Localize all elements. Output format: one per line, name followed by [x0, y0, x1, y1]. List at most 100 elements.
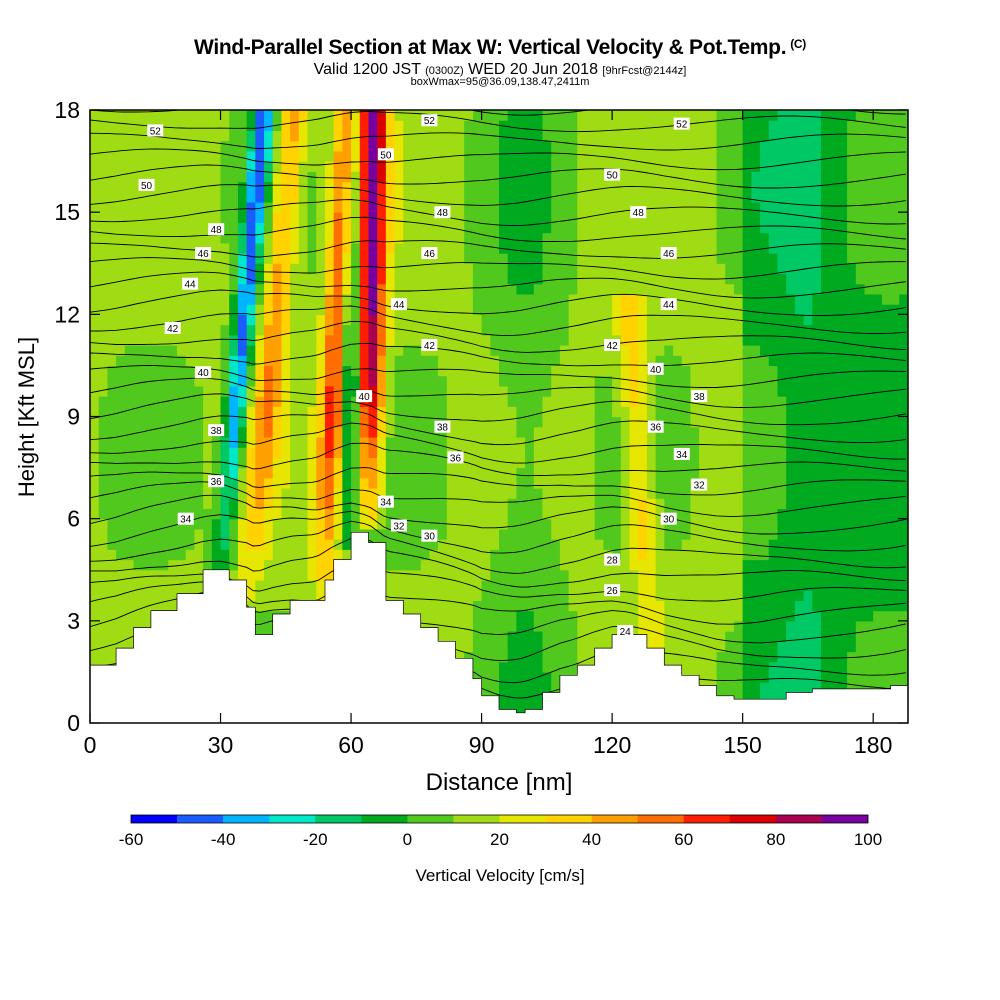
- velocity-cell: [490, 150, 500, 162]
- velocity-cell: [368, 324, 378, 336]
- velocity-cell: [394, 396, 404, 407]
- velocity-cell: [246, 375, 256, 387]
- velocity-cell: [655, 375, 665, 387]
- velocity-cell: [333, 110, 343, 121]
- velocity-cell: [516, 406, 526, 418]
- velocity-cell: [751, 344, 761, 356]
- velocity-cell: [638, 528, 648, 540]
- velocity-cell: [638, 569, 648, 581]
- velocity-cell: [725, 212, 735, 223]
- velocity-cell: [264, 181, 274, 193]
- velocity-cell: [107, 569, 117, 581]
- velocity-cell: [298, 344, 309, 356]
- velocity-cell: [742, 661, 752, 673]
- velocity-cell: [655, 631, 665, 642]
- velocity-cell: [577, 539, 587, 550]
- velocity-cell: [107, 610, 117, 622]
- velocity-cell: [246, 171, 256, 183]
- velocity-cell: [211, 232, 222, 244]
- velocity-cell: [559, 314, 570, 326]
- velocity-cell: [246, 406, 256, 418]
- velocity-cell: [394, 447, 404, 458]
- velocity-cell: [142, 539, 152, 550]
- velocity-cell: [342, 222, 352, 234]
- velocity-cell: [455, 263, 465, 275]
- velocity-cell: [803, 314, 813, 326]
- velocity-cell: [716, 120, 726, 132]
- velocity-cell: [342, 110, 352, 121]
- velocity-cell: [472, 110, 483, 121]
- velocity-cell: [481, 600, 491, 612]
- velocity-cell: [403, 539, 413, 550]
- velocity-cell: [664, 334, 674, 346]
- velocity-cell: [464, 304, 474, 315]
- velocity-cell: [542, 426, 552, 438]
- velocity-cell: [472, 477, 483, 489]
- velocity-cell: [551, 273, 561, 285]
- velocity-cell: [98, 406, 109, 418]
- velocity-cell: [133, 283, 143, 295]
- velocity-cell: [638, 273, 648, 285]
- velocity-cell: [281, 273, 291, 285]
- velocity-cell: [499, 385, 509, 397]
- velocity-cell: [90, 631, 100, 642]
- velocity-cell: [368, 171, 378, 183]
- velocity-cell: [351, 140, 361, 152]
- velocity-cell: [559, 488, 570, 499]
- velocity-cell: [464, 201, 474, 213]
- velocity-cell: [394, 426, 404, 438]
- velocity-cell: [803, 140, 813, 152]
- velocity-cell: [150, 539, 161, 550]
- velocity-cell: [499, 140, 509, 152]
- velocity-cell: [751, 467, 761, 479]
- velocity-cell: [568, 283, 578, 295]
- velocity-cell: [455, 314, 465, 326]
- velocity-cell: [455, 620, 465, 632]
- velocity-cell: [490, 293, 500, 305]
- velocity-cell: [655, 201, 665, 213]
- velocity-cell: [272, 334, 283, 346]
- velocity-cell: [316, 539, 326, 550]
- velocity-cell: [803, 110, 813, 121]
- velocity-cell: [629, 579, 639, 591]
- velocity-cell: [394, 253, 404, 264]
- velocity-cell: [159, 457, 169, 469]
- velocity-cell: [586, 375, 596, 387]
- velocity-cell: [586, 263, 596, 275]
- velocity-cell: [368, 334, 378, 346]
- velocity-cell: [603, 385, 613, 397]
- velocity-cell: [725, 498, 735, 510]
- velocity-cell: [646, 212, 657, 223]
- velocity-cell: [777, 344, 787, 356]
- velocity-cell: [533, 242, 544, 254]
- velocity-cell: [742, 150, 752, 162]
- velocity-cell: [507, 385, 518, 397]
- velocity-cell: [533, 436, 544, 448]
- velocity-cell: [455, 528, 465, 540]
- velocity-cell: [507, 447, 518, 458]
- velocity-cell: [638, 508, 648, 520]
- velocity-cell: [742, 488, 752, 499]
- velocity-cell: [768, 590, 779, 601]
- velocity-cell: [168, 375, 178, 387]
- velocity-cell: [655, 140, 665, 152]
- velocity-cell: [646, 283, 657, 295]
- velocity-cell: [411, 181, 422, 193]
- velocity-cell: [220, 150, 230, 162]
- velocity-cell: [733, 334, 744, 346]
- velocity-cell: [90, 600, 100, 612]
- velocity-cell: [411, 477, 422, 489]
- velocity-cell: [525, 661, 535, 673]
- velocity-cell: [594, 447, 605, 458]
- velocity-cell: [742, 201, 752, 213]
- velocity-cell: [255, 120, 265, 132]
- velocity-cell: [264, 488, 274, 499]
- velocity-cell: [455, 171, 465, 183]
- velocity-cell: [298, 181, 309, 193]
- velocity-cell: [612, 385, 622, 397]
- velocity-cell: [551, 396, 561, 407]
- velocity-cell: [464, 150, 474, 162]
- velocity-cell: [472, 191, 483, 203]
- velocity-cell: [629, 242, 639, 254]
- velocity-cell: [124, 334, 135, 346]
